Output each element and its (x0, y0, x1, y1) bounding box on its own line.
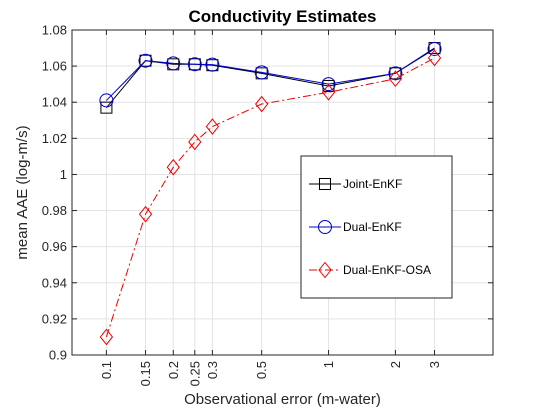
y-tick-label: 0.94 (42, 275, 67, 290)
axes-box (71, 29, 494, 356)
legend: Joint-EnKF Dual-EnKF Dual-EnKF-OSA (300, 155, 453, 299)
chart-title: Conductivity Estimates (189, 7, 377, 26)
data-point-joint-enkf (139, 54, 152, 67)
y-tick-label: 1 (60, 167, 67, 182)
data-point-dual-enkf-osa (138, 205, 153, 223)
x-axis-label: Observational error (m-water) (184, 391, 381, 408)
data-point-joint-enkf (322, 79, 335, 92)
data-point-joint-enkf (100, 101, 113, 114)
x-tick-label: 1 (321, 361, 336, 368)
data-point-dual-enkf-osa (388, 70, 403, 88)
data-point-dual-enkf (187, 57, 202, 72)
data-point-dual-enkf (138, 53, 153, 68)
legend-label: Dual-EnKF (343, 220, 402, 234)
legend-marker (319, 178, 331, 190)
x-tick-label: 0.1 (99, 361, 114, 379)
data-point-dual-enkf-osa (99, 328, 114, 346)
y-axis-label: mean AAE (log-m/s) (14, 125, 31, 259)
axis-ticks: 0.9 0.92 0.94 0.96 0.98 1 1.02 1.04 1.06 1.08 0.1 0… (42, 23, 493, 386)
y-tick-label: 0.9 (49, 348, 67, 363)
series-layer (99, 41, 442, 346)
x-tick-label: 3 (427, 361, 442, 368)
data-point-dual-enkf (99, 93, 114, 108)
data-point-dual-enkf (388, 66, 403, 81)
y-tick-label: 1.02 (42, 131, 67, 146)
legend-item-dual-enkf-osa: Dual-EnKF-OSA (309, 261, 431, 279)
data-point-dual-enkf-osa (255, 95, 269, 113)
y-tick-label: 0.98 (42, 203, 67, 218)
legend-marker (318, 261, 332, 279)
data-point-dual-enkf-osa (188, 133, 202, 151)
data-point-dual-enkf-osa (166, 158, 180, 176)
series-line-dual-enkf-osa (105, 57, 435, 338)
data-point-dual-enkf (427, 41, 442, 56)
y-tick-label: 1.04 (42, 95, 67, 110)
data-point-dual-enkf (321, 77, 336, 92)
y-tick-label: 0.92 (42, 311, 67, 326)
data-point-joint-enkf (389, 67, 402, 80)
data-point-dual-enkf (254, 65, 269, 80)
x-tick-label: 0.15 (138, 361, 153, 386)
legend-item-dual-enkf: Dual-EnKF (309, 220, 402, 234)
data-point-dual-enkf-osa (427, 49, 442, 67)
y-tick-label: 1.06 (42, 59, 67, 74)
x-tick-label: 0.5 (254, 361, 269, 379)
legend-marker (318, 220, 332, 234)
legend-label: Dual-EnKF-OSA (343, 263, 431, 277)
data-point-dual-enkf (205, 57, 220, 72)
legend-item-joint-enkf: Joint-EnKF (309, 177, 402, 191)
data-point-dual-enkf-osa (321, 83, 336, 101)
x-tick-label: 0.25 (187, 361, 202, 386)
series-dual-enkf (99, 41, 442, 108)
y-tick-label: 0.96 (42, 239, 67, 254)
x-tick-label: 0.2 (166, 361, 181, 379)
data-point-dual-enkf (166, 56, 181, 71)
legend-label: Joint-EnKF (343, 177, 402, 191)
series-line-dual-enkf (106, 48, 435, 101)
x-tick-label: 2 (388, 361, 403, 368)
data-point-dual-enkf-osa (205, 118, 220, 135)
series-dual-enkf-osa (99, 49, 442, 346)
x-tick-label: 0.3 (205, 361, 220, 379)
y-tick-label: 1.08 (42, 23, 67, 38)
